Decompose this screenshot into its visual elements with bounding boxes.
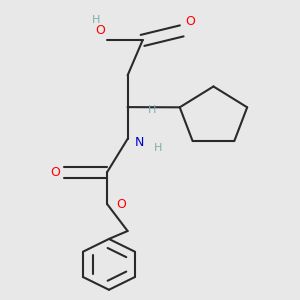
Text: H: H: [92, 14, 100, 25]
Text: O: O: [50, 166, 60, 179]
Text: H: H: [148, 105, 157, 115]
Text: H: H: [154, 143, 162, 153]
Text: O: O: [116, 197, 126, 211]
Text: O: O: [185, 15, 195, 28]
Text: N: N: [135, 136, 144, 148]
Text: O: O: [95, 24, 105, 37]
